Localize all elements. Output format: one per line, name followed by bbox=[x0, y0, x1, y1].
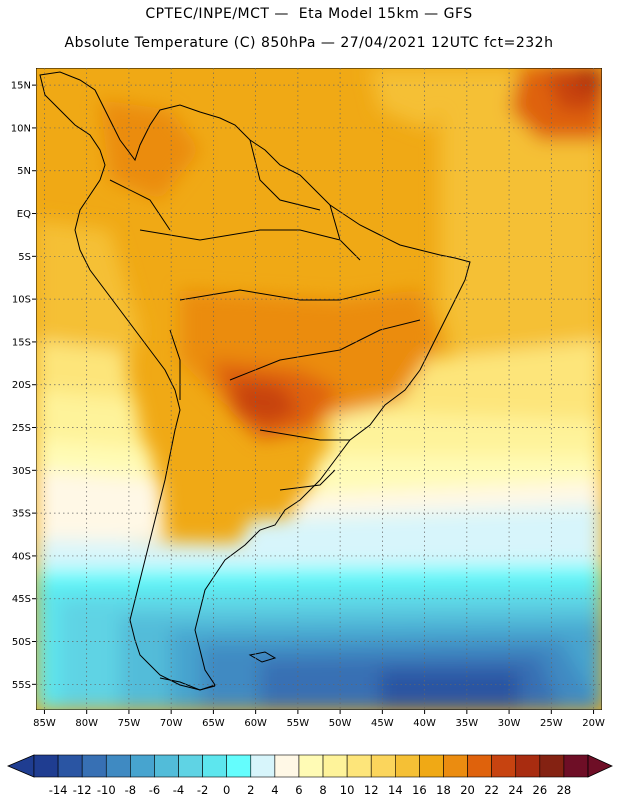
colorbar-swatch bbox=[395, 754, 420, 778]
colorbar-swatch bbox=[274, 754, 300, 778]
lon-label: 40W bbox=[413, 718, 436, 729]
colorbar-label: 8 bbox=[319, 783, 326, 797]
colorbar-swatch bbox=[154, 754, 179, 778]
lat-label: 5S bbox=[18, 252, 31, 263]
colorbar-swatch bbox=[443, 754, 468, 778]
lat-label: 25S bbox=[12, 423, 31, 434]
colorbar-swatch bbox=[491, 754, 517, 778]
colorbar-label: 20 bbox=[460, 783, 475, 797]
colorbar-label: -6 bbox=[149, 783, 160, 797]
lat-label: EQ bbox=[17, 209, 31, 220]
lat-label: 45S bbox=[12, 594, 31, 605]
lat-label: 10N bbox=[11, 123, 31, 134]
lon-label: 80W bbox=[75, 718, 98, 729]
colorbar-label: 14 bbox=[388, 783, 403, 797]
colorbar-label: 12 bbox=[364, 783, 379, 797]
lat-label: 35S bbox=[12, 509, 31, 520]
lat-label: 40S bbox=[12, 551, 31, 562]
colorbar-swatch bbox=[563, 754, 589, 778]
colorbar-label: 16 bbox=[412, 783, 427, 797]
colorbar-arrow-min bbox=[6, 754, 35, 778]
colorbar-label: -8 bbox=[125, 783, 136, 797]
lon-label: 20W bbox=[582, 718, 605, 729]
lon-label: 60W bbox=[244, 718, 267, 729]
colorbar-label: 10 bbox=[340, 783, 355, 797]
colorbar-swatch bbox=[539, 754, 565, 778]
colorbar-label: -4 bbox=[173, 783, 184, 797]
map-title: CPTEC/INPE/MCT — Eta Model 15km — GFS bbox=[145, 6, 473, 22]
colorbar: -14 -12 -10 -8 -6 -4 -2 0 2 4 6 8 10 12 14 16 18 20 22 24 26… bbox=[6, 754, 613, 797]
colorbar-swatch bbox=[250, 754, 276, 778]
colorbar-swatch bbox=[370, 754, 396, 778]
coastlines bbox=[39, 71, 471, 691]
colorbar-swatch bbox=[515, 754, 541, 778]
lon-label: 45W bbox=[371, 718, 394, 729]
colorbar-label: 28 bbox=[557, 783, 572, 797]
colorbar-label: -2 bbox=[197, 783, 208, 797]
lon-label: 55W bbox=[287, 718, 310, 729]
lon-label: 85W bbox=[33, 718, 56, 729]
colorbar-swatch bbox=[467, 754, 492, 778]
colorbar-label: 26 bbox=[533, 783, 548, 797]
lat-label: 10S bbox=[12, 295, 31, 306]
temperature-field bbox=[36, 68, 602, 710]
lat-label: 5N bbox=[17, 166, 31, 177]
colorbar-swatch bbox=[322, 754, 348, 778]
colorbar-swatch bbox=[81, 754, 107, 778]
lat-label: 30S bbox=[12, 466, 31, 477]
lon-label: 35W bbox=[456, 718, 479, 729]
colorbar-swatch bbox=[346, 754, 372, 778]
lon-label: 50W bbox=[329, 718, 352, 729]
lat-label: 15S bbox=[12, 337, 31, 348]
colorbar-label: 22 bbox=[484, 783, 499, 797]
lat-label: 55S bbox=[12, 680, 31, 691]
colorbar-swatch bbox=[298, 754, 324, 778]
lat-label: 15N bbox=[11, 81, 31, 92]
lat-label: 50S bbox=[12, 637, 31, 648]
lat-label: 20S bbox=[12, 380, 31, 391]
lon-label: 70W bbox=[160, 718, 183, 729]
lon-label: 25W bbox=[540, 718, 563, 729]
colorbar-arrow-max bbox=[587, 754, 613, 778]
colorbar-label: 0 bbox=[223, 783, 230, 797]
lon-label: 30W bbox=[498, 718, 521, 729]
colorbar-swatch bbox=[33, 754, 59, 778]
colorbar-swatch bbox=[202, 754, 227, 778]
lon-label: 75W bbox=[118, 718, 141, 729]
colorbar-swatch bbox=[226, 754, 252, 778]
colorbar-label: 2 bbox=[247, 783, 254, 797]
lon-label: 65W bbox=[202, 718, 225, 729]
colorbar-label: 18 bbox=[436, 783, 451, 797]
colorbar-label: -10 bbox=[97, 783, 116, 797]
colorbar-label: 24 bbox=[508, 783, 523, 797]
colorbar-swatch bbox=[130, 754, 155, 778]
colorbar-swatch bbox=[105, 754, 131, 778]
colorbar-label: 4 bbox=[271, 783, 278, 797]
colorbar-swatch bbox=[57, 754, 83, 778]
axis-labels: 85W 80W 75W 70W 65W 60W 55W 50W 45W 40W 35W 30W 25W 2… bbox=[11, 81, 605, 729]
colorbar-label: -14 bbox=[49, 783, 68, 797]
colorbar-label: -12 bbox=[73, 783, 92, 797]
map-subtitle: Absolute Temperature (C) 850hPa — 27/04/… bbox=[64, 35, 554, 51]
colorbar-label: 6 bbox=[295, 783, 302, 797]
colorbar-swatch bbox=[178, 754, 203, 778]
colorbar-swatch bbox=[419, 754, 444, 778]
